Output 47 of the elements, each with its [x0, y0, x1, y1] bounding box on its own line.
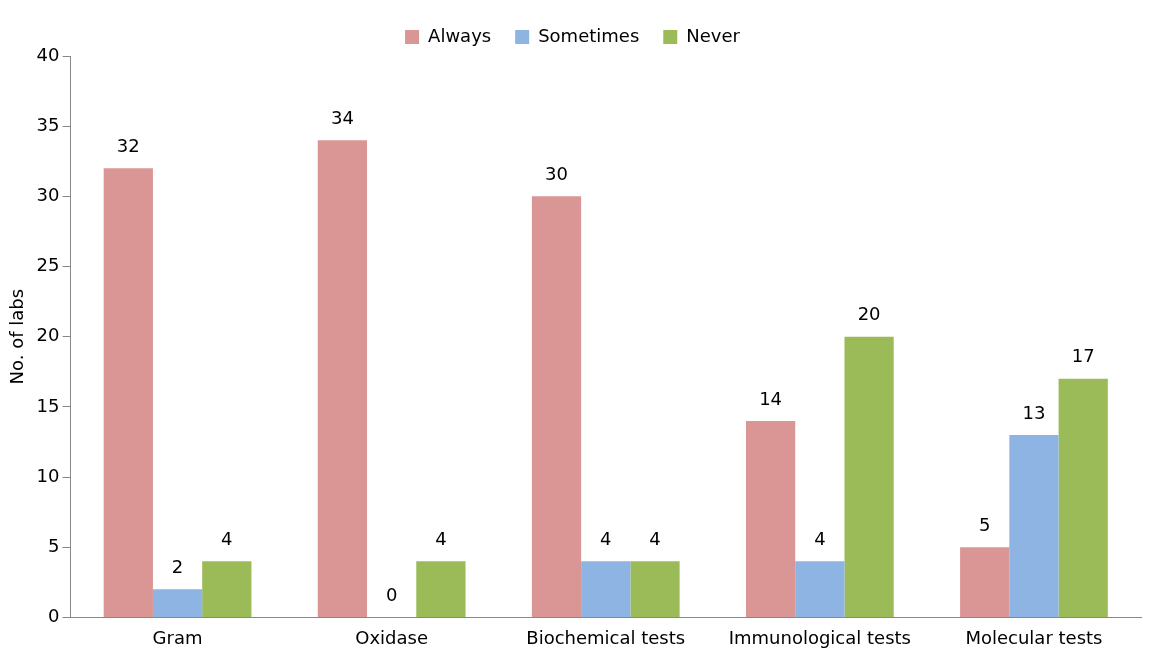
bar — [1058, 378, 1108, 617]
bar — [844, 336, 894, 617]
data-label: 0 — [385, 584, 398, 606]
bar — [317, 140, 368, 617]
x-tick-label: Biochemical tests — [526, 626, 686, 648]
data-label: 20 — [857, 303, 881, 325]
data-label: 14 — [759, 387, 783, 409]
data-label: 30 — [545, 163, 568, 185]
data-label: 4 — [814, 527, 826, 549]
bar — [1009, 434, 1059, 617]
bar — [795, 561, 845, 617]
data-label: 4 — [649, 527, 661, 549]
bar — [202, 561, 252, 617]
y-tick-label: 20 — [36, 324, 60, 346]
data-label: 17 — [1071, 345, 1095, 367]
y-tick-label: 10 — [36, 464, 60, 486]
bar — [960, 547, 1010, 617]
y-tick-label: 40 — [36, 43, 60, 65]
bar — [630, 561, 680, 617]
data-label: 4 — [435, 527, 447, 549]
y-tick-label: 30 — [36, 184, 60, 206]
legend-label: Always — [428, 24, 492, 46]
data-label: 4 — [221, 527, 233, 549]
data-label: 4 — [600, 527, 612, 549]
y-tick-label: 0 — [48, 605, 60, 627]
data-label: 5 — [978, 513, 991, 535]
x-tick-label: Gram — [152, 626, 203, 648]
data-label: 34 — [330, 106, 354, 128]
x-tick-label: Immunological tests — [728, 626, 911, 648]
x-tick-label: Molecular tests — [965, 626, 1103, 648]
bar — [416, 561, 466, 617]
x-tick-label: Oxidase — [355, 626, 429, 648]
bar — [581, 561, 631, 617]
y-tick-label: 5 — [48, 534, 60, 556]
y-tick-label: 15 — [36, 394, 60, 416]
bar — [745, 420, 796, 617]
y-tick-label: 35 — [36, 113, 60, 135]
y-tick-label: 25 — [36, 254, 60, 276]
legend-label: Never — [686, 24, 741, 46]
y-axis-title: No. of labs — [6, 288, 28, 385]
bar — [531, 196, 582, 617]
bar — [152, 589, 203, 617]
bar — [103, 168, 153, 617]
data-label: 13 — [1022, 401, 1046, 423]
data-label: 32 — [116, 134, 140, 156]
legend-label: Sometimes — [538, 24, 640, 46]
data-label: 2 — [171, 556, 184, 577]
